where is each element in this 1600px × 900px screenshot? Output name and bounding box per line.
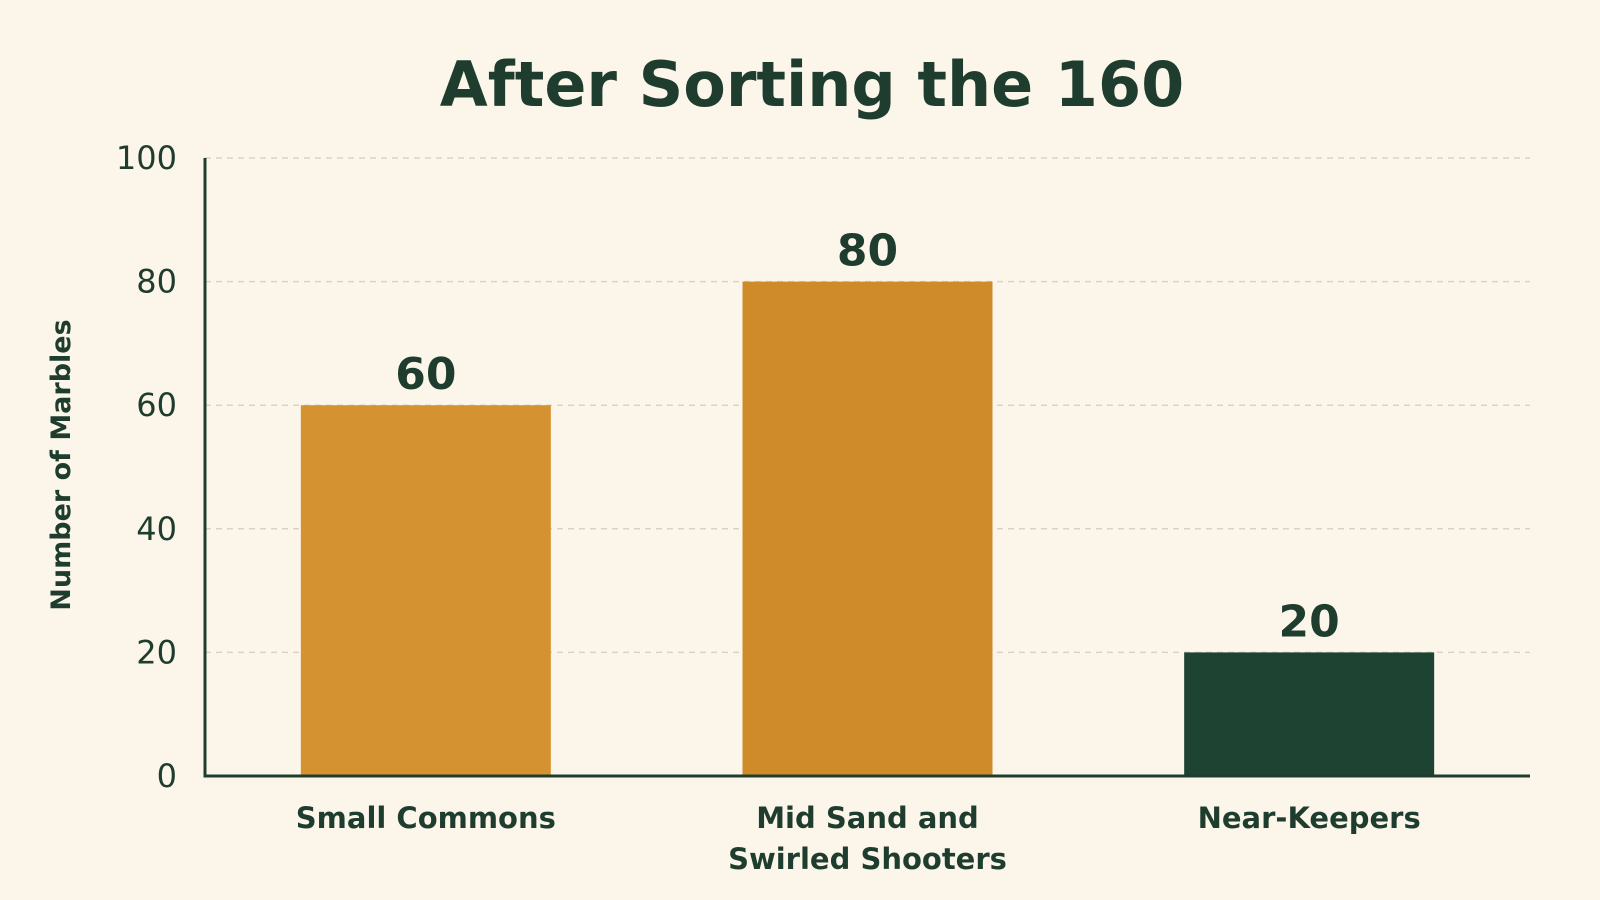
y-tick-label: 100 [116, 139, 177, 177]
bars [300, 281, 1435, 776]
chart-title: After Sorting the 160 [440, 48, 1184, 121]
y-tick-label: 40 [136, 510, 177, 548]
y-tick-label: 80 [136, 263, 177, 301]
x-category-label: Near-Keepers [1198, 801, 1421, 835]
bar-value-label: 60 [395, 349, 456, 400]
x-category-label: Small Commons [296, 801, 556, 835]
value-labels: 60 80 20 [395, 226, 1340, 648]
bar [1184, 652, 1435, 776]
y-axis-title: Number of Marbles [46, 319, 77, 610]
y-tick-label: 0 [157, 757, 177, 795]
y-axis-ticks: 0 20 40 60 80 100 [116, 139, 177, 795]
x-category-label: Swirled Shooters [728, 842, 1007, 876]
bar-value-label: 20 [1279, 596, 1340, 647]
bar-value-label: 80 [837, 226, 898, 277]
bar [742, 281, 993, 776]
y-tick-label: 20 [136, 633, 177, 671]
axes [203, 158, 1530, 778]
category-labels: Small Commons Mid Sand and Swirled Shooter… [296, 801, 1421, 876]
bar [300, 405, 551, 776]
y-tick-label: 60 [136, 386, 177, 424]
x-category-label: Mid Sand and [756, 801, 979, 835]
